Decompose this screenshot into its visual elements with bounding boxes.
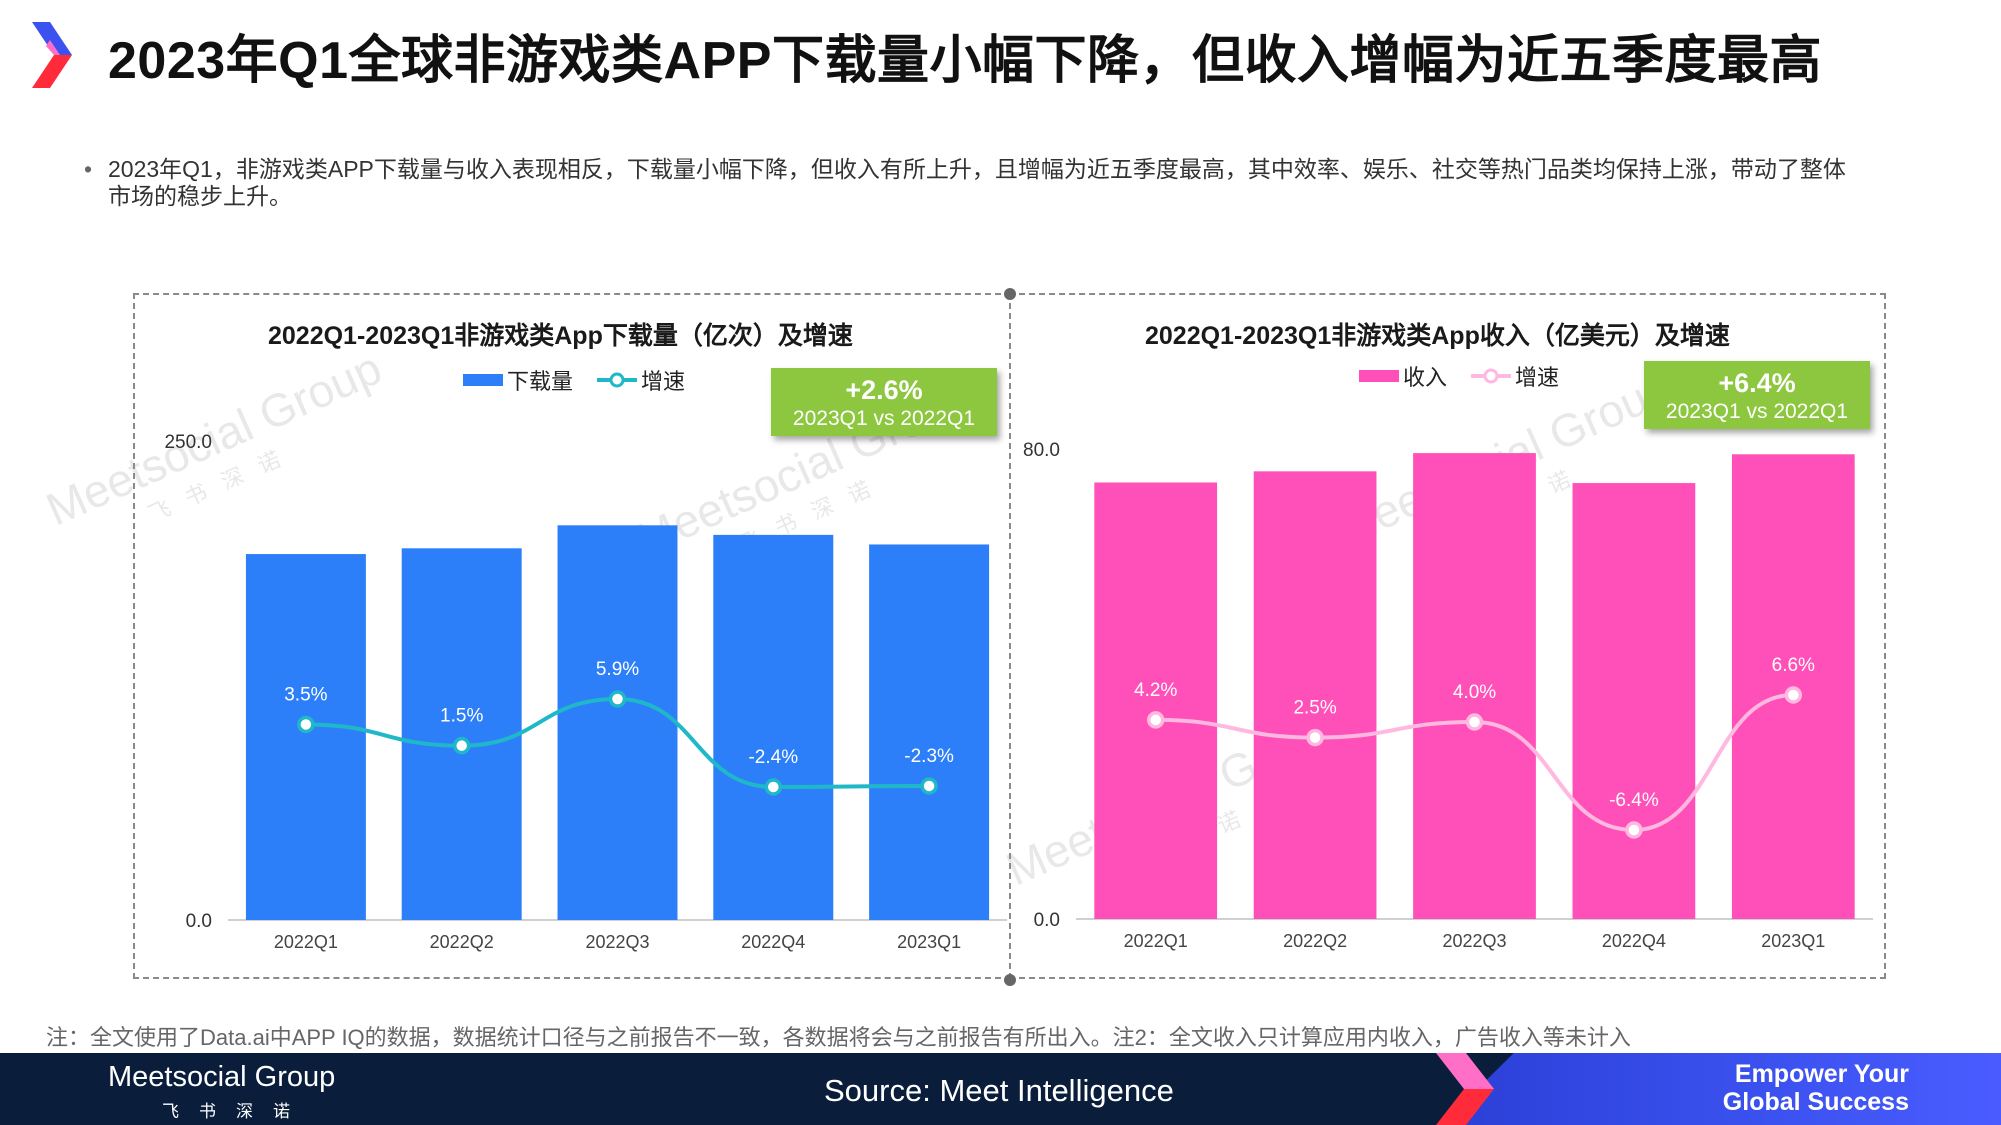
bullet-dot-icon: •	[84, 156, 93, 182]
legend-label: 增速	[641, 369, 686, 394]
growth-point	[1306, 728, 1324, 747]
slogan-line-1: Empower Your	[1734, 1060, 1909, 1088]
revenue-callout: +6.4% 2023Q1 vs 2022Q1	[1644, 361, 1870, 429]
bar	[1413, 453, 1536, 919]
slogan-line-2: Global Success	[1722, 1088, 1909, 1116]
divider-top-dot	[1004, 288, 1016, 300]
divider-bottom-dot	[1004, 974, 1016, 986]
growth-point	[1146, 711, 1165, 729]
y-tick-label: 80.0	[1023, 440, 1060, 461]
growth-point	[1784, 686, 1803, 704]
downloads-callout: +2.6% 2023Q1 vs 2022Q1	[771, 368, 997, 436]
page-title: 2023年Q1全球非游戏类APP下载量小幅下降，但收入增幅为近五季度最高	[108, 32, 1822, 90]
x-tick-label: 2022Q4	[741, 932, 805, 952]
legend-item-line: 增速	[597, 364, 685, 396]
legend-item-bar: 下载量	[463, 364, 573, 396]
legend-item-bar: 收入	[1359, 360, 1447, 392]
downloads-chart: 0.0 250.0 2022Q1 2022Q2 2022Q3 2022Q4 2023Q1 3.…	[164, 432, 1007, 952]
bar	[401, 548, 522, 920]
footer-brand-sub: 飞书深诺	[162, 1102, 310, 1121]
growth-label: 2.5%	[1293, 698, 1336, 719]
legend-bar-swatch	[1359, 370, 1399, 382]
x-tick-label: 2023Q1	[897, 932, 961, 952]
growth-label: -2.4%	[748, 747, 798, 768]
x-tick-label: 2022Q3	[585, 932, 649, 952]
growth-point	[764, 778, 783, 796]
growth-point	[1625, 821, 1643, 839]
footer-bar: Meetsocial Group 飞书深诺 Source: Meet Intel…	[0, 1053, 2001, 1125]
x-tick-label: 2022Q1	[274, 932, 338, 952]
x-tick-label: 2022Q3	[1442, 931, 1506, 951]
bar	[1094, 482, 1218, 919]
legend-line-swatch	[1471, 368, 1512, 384]
growth-label: -6.4%	[1609, 790, 1659, 811]
callout-text: 2023Q1 vs 2022Q1	[1665, 400, 1849, 423]
growth-label: 4.2%	[1134, 680, 1177, 701]
x-tick-label: 2022Q2	[1283, 931, 1347, 951]
growth-label: 1.5%	[440, 706, 483, 727]
summary-text: 2023年Q1，非游戏类APP下载量与收入表现相反，下载量小幅下降，但收入有所上…	[108, 156, 1846, 209]
growth-line	[1155, 693, 1794, 833]
footnote: 注：全文使用了Data.ai中APP IQ的数据，数据统计口径与之前报告不一致，…	[46, 1025, 1631, 1050]
footer-brand: Meetsocial Group	[108, 1061, 336, 1093]
footer-slogan: Empower Your Global Success	[1723, 1060, 1909, 1116]
y-tick-label: 0.0	[186, 911, 212, 932]
downloads-chart-title: 2022Q1-2023Q1非游戏类App下载量（亿次）及增速	[268, 322, 853, 350]
footer-chevron-icon	[1436, 1053, 1494, 1125]
bar	[245, 554, 366, 920]
bar	[713, 534, 834, 920]
x-tick-label: 2023Q1	[1761, 931, 1825, 951]
growth-point	[452, 736, 471, 755]
legend-label: 下载量	[507, 369, 574, 394]
growth-label: 5.9%	[596, 659, 639, 680]
summary-bullet: • 2023年Q1，非游戏类APP下载量与收入表现相反，下载量小幅下降，但收入有…	[84, 156, 1868, 210]
bar	[869, 544, 990, 920]
callout-value: +2.6%	[845, 375, 923, 405]
brand-logo-icon	[32, 22, 72, 88]
bar	[1253, 471, 1377, 919]
x-tick-label: 2022Q1	[1124, 931, 1188, 951]
downloads-legend: 下载量 增速	[463, 364, 699, 396]
bar	[1572, 483, 1696, 919]
legend-line-swatch	[597, 372, 638, 388]
footer-gradient	[1441, 1053, 2001, 1125]
x-tick-label: 2022Q2	[430, 932, 494, 952]
growth-label: -2.3%	[904, 746, 954, 767]
footer-source: Source: Meet Intelligence	[824, 1073, 1174, 1108]
growth-label: 4.0%	[1453, 682, 1496, 703]
revenue-legend: 收入 增速	[1359, 360, 1573, 392]
x-tick-label: 2022Q4	[1602, 931, 1666, 951]
growth-point	[608, 690, 627, 708]
growth-label: 3.5%	[284, 684, 327, 705]
growth-point	[297, 715, 315, 734]
legend-item-line: 增速	[1471, 360, 1559, 392]
callout-value: +6.4%	[1718, 368, 1796, 398]
callout-text: 2023Q1 vs 2022Q1	[792, 407, 976, 430]
revenue-chart-title: 2022Q1-2023Q1非游戏类App收入（亿美元）及增速	[1145, 322, 1730, 350]
revenue-chart-panel	[1009, 293, 1886, 979]
growth-point	[920, 777, 938, 795]
legend-label: 收入	[1403, 365, 1448, 390]
y-tick-label: 250.0	[164, 432, 212, 453]
growth-label: 6.6%	[1772, 655, 1815, 676]
bar	[557, 525, 678, 920]
legend-label: 增速	[1515, 365, 1560, 390]
revenue-chart: 0.0 80.0 2022Q1 2022Q2 2022Q3 2022Q4 2023Q1 4.2…	[1023, 440, 1873, 951]
legend-bar-swatch	[463, 374, 503, 386]
y-tick-label: 0.0	[1034, 910, 1060, 931]
growth-point	[1465, 713, 1484, 731]
